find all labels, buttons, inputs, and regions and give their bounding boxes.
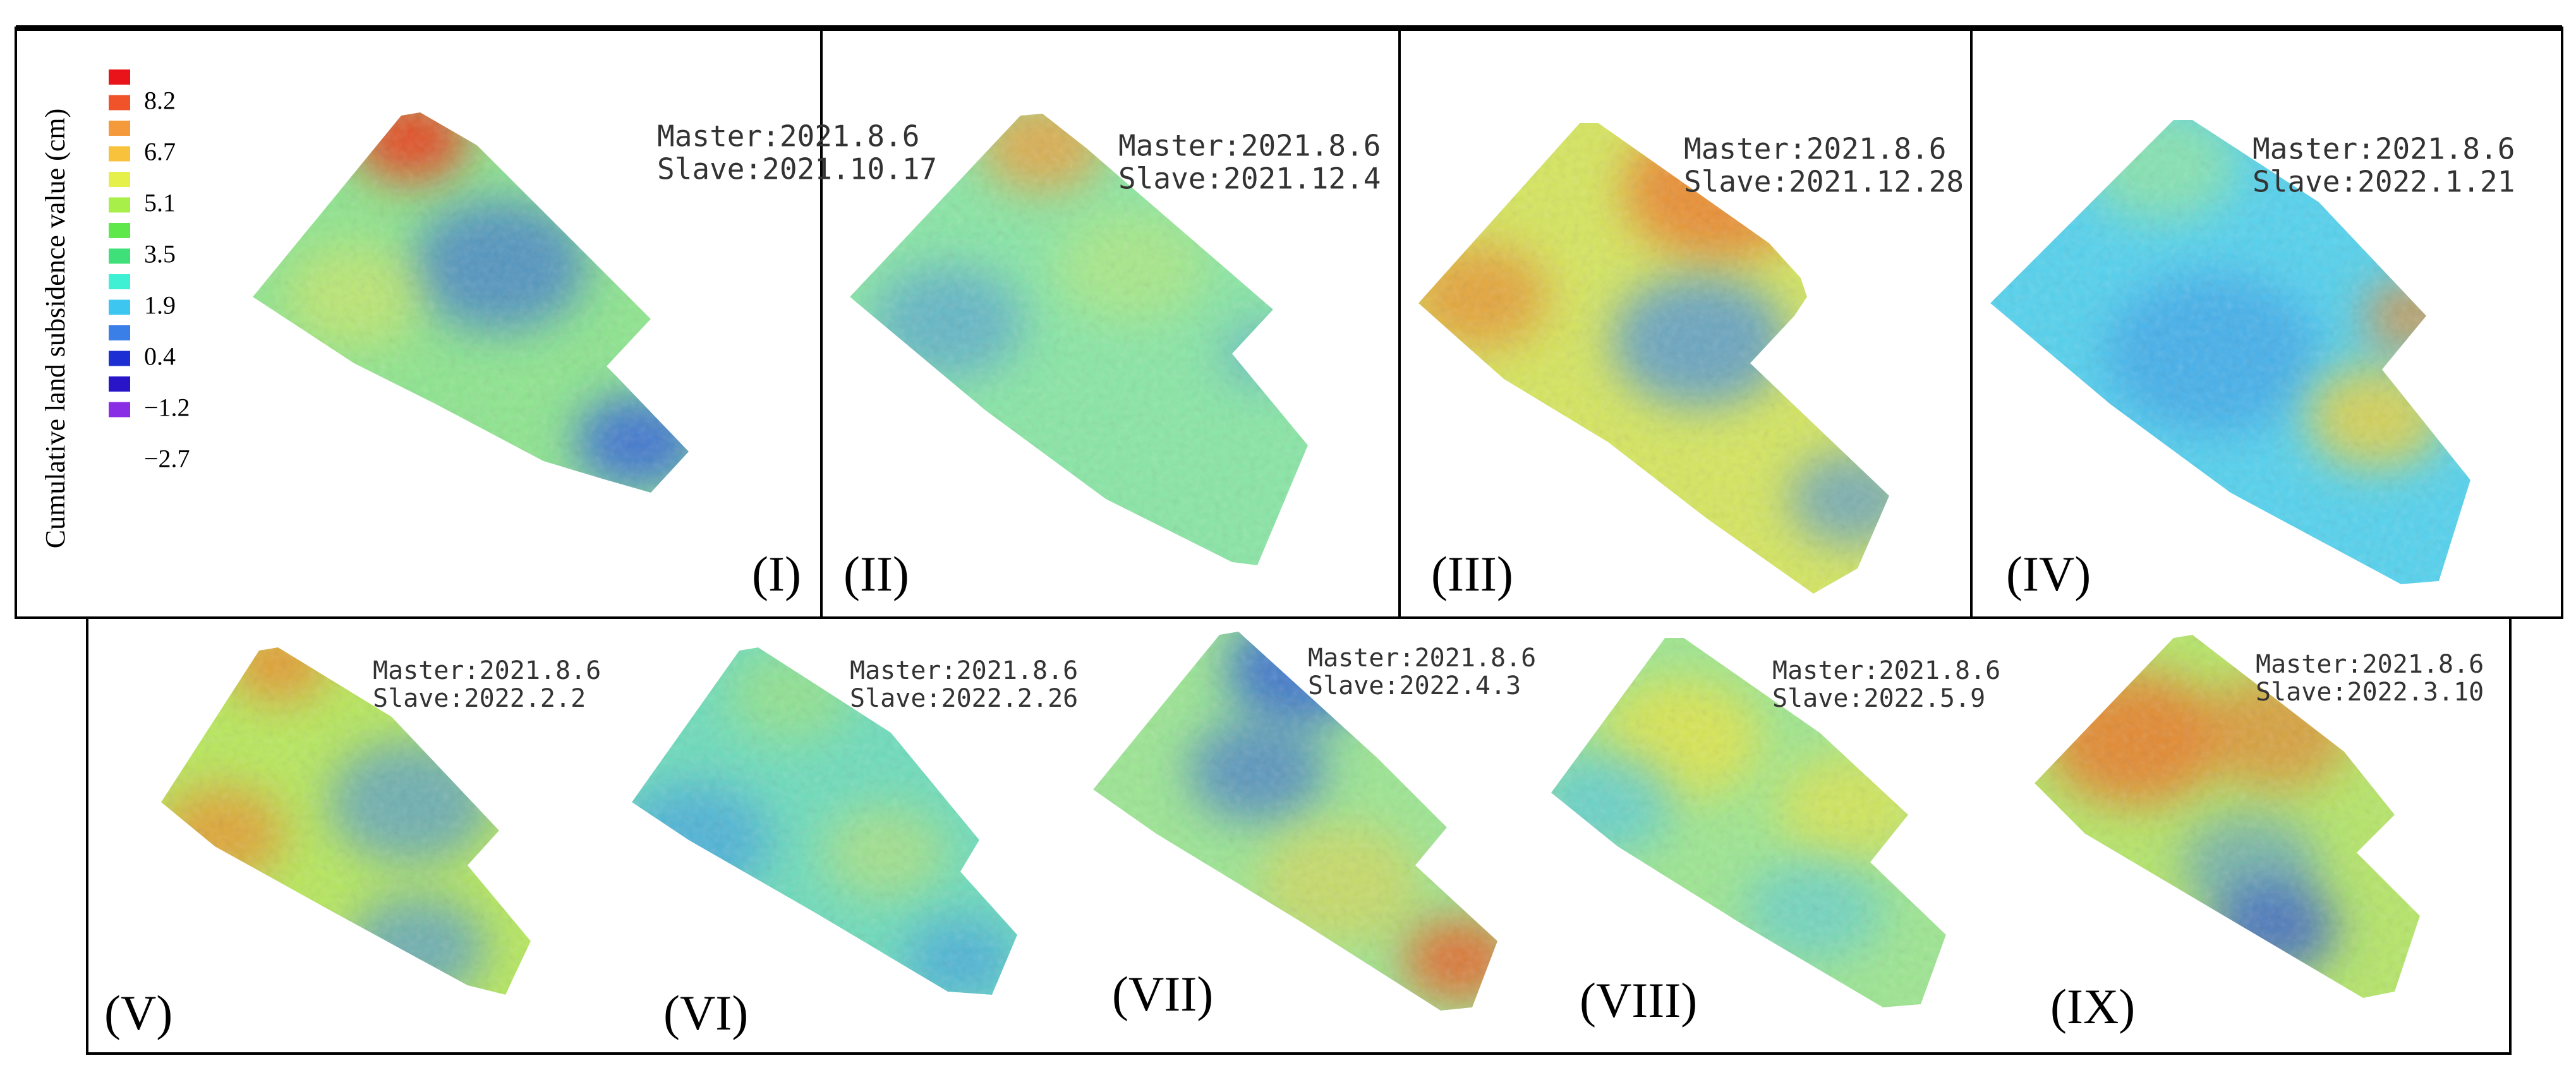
panel-label: (IV) — [2006, 546, 2091, 601]
panel-label: (VI) — [663, 985, 748, 1040]
legend-swatch — [109, 197, 130, 213]
subsidence-map — [1990, 120, 2470, 584]
slave-date: Slave:2022.2.26 — [850, 684, 1078, 713]
slave-date: Slave:2021.12.28 — [1684, 165, 1964, 199]
panel-label: (III) — [1431, 546, 1513, 601]
legend-swatch — [109, 248, 130, 264]
slave-date: Slave:2021.10.17 — [657, 152, 937, 186]
slave-date: Slave:2021.12.4 — [1118, 162, 1381, 196]
subsidence-map — [1551, 638, 1946, 1007]
legend-tick-label: 5.1 — [144, 189, 176, 217]
master-date: Master:2021.8.6 — [1118, 129, 1381, 163]
pixel-texture — [1093, 632, 1497, 1011]
panel-label: (VII) — [1112, 966, 1213, 1021]
panel-label: (II) — [844, 546, 909, 601]
legend-tick-label: 3.5 — [144, 240, 176, 268]
slave-date: Slave:2022.5.9 — [1772, 684, 1985, 713]
legend-ticks: 8.2 6.7 5.1 3.5 1.9 0.4 −1.2 −2.7 — [144, 87, 190, 473]
master-date: Master:2021.8.6 — [2256, 650, 2484, 679]
legend-tick-label: 0.4 — [144, 342, 176, 371]
pixel-texture — [161, 647, 531, 995]
legend-tick-label: −1.2 — [144, 393, 190, 422]
slave-date: Slave:2022.2.2 — [373, 684, 586, 713]
legend-tick-label: 1.9 — [144, 291, 176, 320]
legend: 8.2 6.7 5.1 3.5 1.9 0.4 −1.2 −2.7 Cumulative la… — [40, 69, 190, 548]
pixel-texture — [850, 114, 1308, 565]
panels: Master:2021.8.6Slave:2021.10.17(I)Master… — [104, 112, 2515, 1040]
subsidence-map — [253, 112, 689, 493]
legend-tick-label: 8.2 — [144, 87, 176, 115]
legend-swatches — [109, 69, 130, 417]
master-date: Master:2021.8.6 — [373, 656, 601, 685]
legend-swatch — [109, 402, 130, 417]
slave-date: Slave:2022.3.10 — [2256, 678, 2484, 707]
master-date: Master:2021.8.6 — [1308, 644, 1536, 673]
panel-label: (V) — [104, 985, 172, 1040]
master-date: Master:2021.8.6 — [1772, 656, 2000, 685]
pixel-texture — [2035, 635, 2420, 998]
legend-swatch — [109, 376, 130, 392]
legend-swatch — [109, 351, 130, 366]
master-date: Master:2021.8.6 — [850, 656, 1078, 685]
slave-date: Slave:2022.1.21 — [2252, 165, 2515, 199]
legend-swatch — [109, 121, 130, 136]
legend-swatch — [109, 325, 130, 340]
master-date: Master:2021.8.6 — [657, 119, 919, 153]
pixel-texture — [1990, 120, 2470, 584]
legend-swatch — [109, 95, 130, 111]
pixel-texture — [253, 112, 689, 493]
bottom-row-frame — [86, 616, 2512, 1055]
master-date: Master:2021.8.6 — [2252, 132, 2515, 166]
legend-swatch — [109, 299, 130, 315]
pixel-texture — [632, 647, 1017, 995]
legend-swatch — [109, 69, 130, 85]
pixel-texture — [1551, 638, 1946, 1007]
legend-title: Cumulative land subsidence value (cm) — [40, 109, 71, 548]
master-date: Master:2021.8.6 — [1684, 132, 1946, 166]
pixel-texture — [1418, 123, 1889, 594]
panel-label: (VIII) — [1580, 973, 1697, 1028]
legend-swatch — [109, 146, 130, 162]
legend-tick-label: −2.7 — [144, 445, 190, 473]
legend-swatch — [109, 223, 130, 238]
panel-label: (IX) — [2050, 979, 2135, 1034]
slave-date: Slave:2022.4.3 — [1308, 671, 1521, 700]
panel-label: (I) — [752, 546, 801, 601]
subsidence-map — [2035, 635, 2420, 998]
legend-swatch — [109, 274, 130, 289]
legend-tick-label: 6.7 — [144, 138, 176, 166]
subsidence-map — [1093, 632, 1497, 1011]
legend-swatch — [109, 172, 130, 187]
